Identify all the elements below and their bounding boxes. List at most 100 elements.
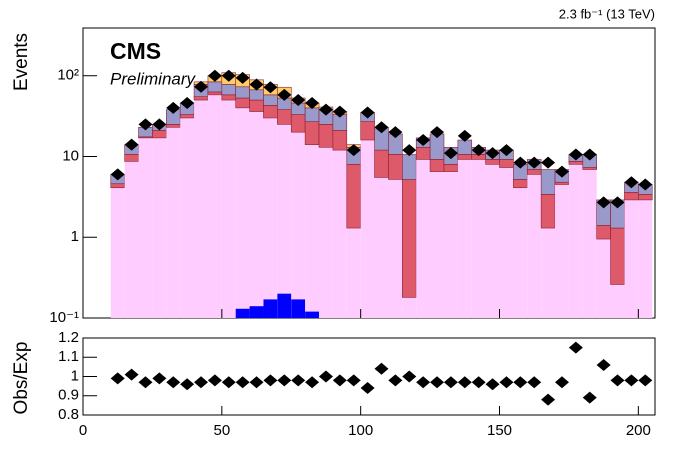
stack-segment bbox=[249, 111, 264, 318]
observed-point bbox=[638, 178, 653, 191]
observed-point bbox=[416, 134, 431, 147]
stack-segment bbox=[541, 228, 556, 318]
stack-segment bbox=[138, 137, 153, 318]
ratio-point bbox=[249, 376, 264, 389]
stack-segment bbox=[124, 154, 139, 162]
ratio-point bbox=[457, 376, 472, 389]
stack-segment bbox=[263, 117, 278, 318]
stack-segment bbox=[568, 161, 584, 165]
ratio-point bbox=[596, 358, 611, 371]
stack-segment bbox=[263, 94, 278, 106]
stack-segment bbox=[457, 139, 473, 155]
signal-bar bbox=[235, 308, 250, 318]
stack-segment bbox=[457, 154, 473, 160]
y-tick-label: 1 bbox=[71, 228, 79, 245]
ratio-point bbox=[430, 376, 445, 389]
ratio-point bbox=[527, 376, 542, 389]
observed-point bbox=[221, 69, 236, 82]
signal-bar bbox=[291, 299, 306, 318]
stack-segment bbox=[499, 159, 514, 168]
stack-segment bbox=[263, 105, 278, 119]
y-tick-label: 1 bbox=[71, 367, 79, 384]
stack-segment bbox=[304, 121, 320, 145]
stack-segment bbox=[110, 183, 125, 189]
ratio-point bbox=[138, 376, 153, 389]
stack-segment bbox=[499, 167, 514, 318]
stack-segment bbox=[332, 130, 348, 151]
observed-point bbox=[471, 144, 486, 157]
ratio-point bbox=[360, 382, 375, 395]
stack-segment bbox=[388, 154, 403, 180]
stack-segment bbox=[582, 169, 597, 318]
observed-point bbox=[124, 138, 139, 151]
stack-segment bbox=[388, 179, 403, 318]
observed-point bbox=[554, 165, 569, 178]
stack-segment bbox=[540, 169, 556, 195]
ratio-point bbox=[110, 372, 125, 385]
ratio-point bbox=[499, 376, 514, 389]
observed-point bbox=[332, 105, 347, 118]
stack-segment bbox=[554, 181, 570, 185]
stack-segment bbox=[346, 164, 361, 229]
observed-point bbox=[568, 148, 583, 161]
y-tick-label: 0.9 bbox=[58, 387, 79, 404]
stack-segment bbox=[277, 109, 292, 125]
ratio-point bbox=[318, 370, 333, 383]
observed-point bbox=[249, 78, 264, 91]
stack-segment bbox=[402, 154, 417, 180]
stack-segment bbox=[207, 94, 222, 319]
stack-segment bbox=[207, 91, 223, 96]
ratio-point bbox=[485, 378, 500, 391]
stack-segment bbox=[305, 144, 320, 318]
stack-segment bbox=[374, 177, 389, 318]
stack-segment bbox=[318, 124, 334, 148]
stack-segment bbox=[346, 228, 361, 318]
ratio-frame bbox=[82, 337, 656, 416]
lumi-label: 2.3 fb⁻¹ (13 TeV) bbox=[559, 6, 655, 21]
observed-point bbox=[624, 176, 639, 189]
x-tick-label: 0 bbox=[79, 422, 87, 439]
stack-segment bbox=[610, 227, 625, 285]
ratio-point bbox=[388, 374, 403, 387]
observed-point bbox=[360, 106, 375, 119]
ratio-point bbox=[166, 376, 181, 389]
stack-segment bbox=[638, 199, 653, 318]
stack-segment bbox=[235, 97, 250, 109]
ratio-point bbox=[582, 391, 597, 404]
ratio-point bbox=[180, 378, 195, 391]
stack-segment bbox=[416, 159, 431, 318]
observed-point bbox=[235, 71, 250, 84]
signal-bar bbox=[305, 311, 320, 318]
stack-segment bbox=[527, 174, 542, 318]
stack-segment bbox=[596, 239, 611, 318]
x-tick-label: 100 bbox=[348, 422, 373, 439]
ratio-point bbox=[624, 374, 639, 387]
y-axis-label: Events bbox=[11, 33, 32, 91]
observed-point bbox=[457, 129, 472, 142]
x-tick-label: 50 bbox=[213, 422, 230, 439]
ratio-point bbox=[513, 376, 528, 389]
observed-point bbox=[388, 126, 403, 139]
observed-point bbox=[166, 101, 181, 114]
ratio-point bbox=[541, 393, 556, 406]
stack-segment bbox=[166, 127, 181, 319]
observed-point bbox=[430, 126, 445, 139]
ratio-point bbox=[443, 376, 458, 389]
stack-segment bbox=[235, 107, 250, 319]
stack-segment bbox=[430, 171, 444, 318]
stack-segment bbox=[235, 86, 250, 99]
observed-point bbox=[527, 156, 542, 169]
stack-segment bbox=[429, 159, 445, 172]
observed-point bbox=[305, 96, 320, 109]
y-tick-label: 10² bbox=[57, 67, 79, 84]
observed-point bbox=[277, 88, 292, 101]
observed-point bbox=[152, 118, 167, 131]
signal-bar bbox=[263, 299, 278, 318]
ratio-point bbox=[221, 376, 236, 389]
stack-segment bbox=[110, 187, 125, 318]
ratio-point bbox=[554, 376, 569, 389]
observed-point bbox=[291, 94, 306, 107]
y-tick-label: 1.2 bbox=[58, 329, 79, 346]
y-tick-label: 10⁻¹ bbox=[49, 309, 79, 326]
stack-segment bbox=[221, 94, 237, 101]
